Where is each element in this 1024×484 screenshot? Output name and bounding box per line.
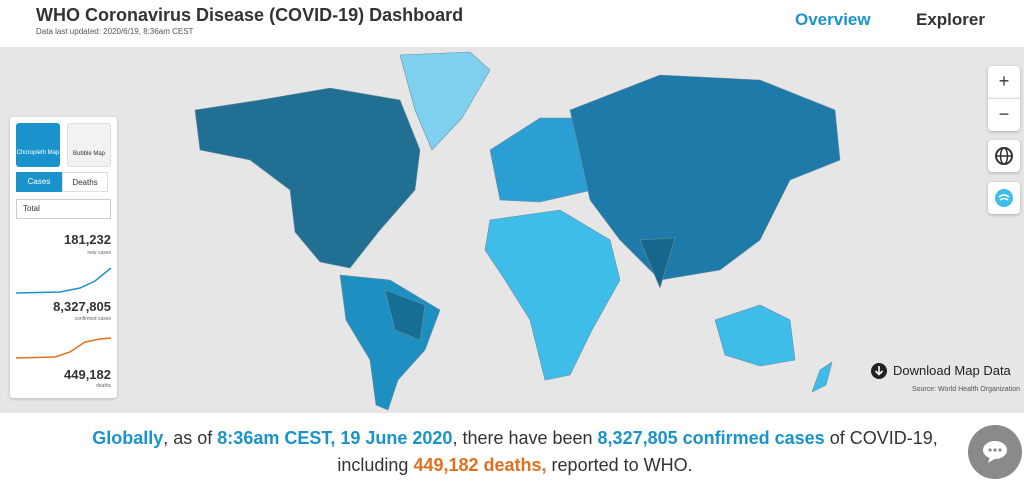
download-link[interactable]: Download Map Data [893,363,1011,378]
filter-select[interactable]: Total [16,199,111,219]
zoom-in[interactable]: + [988,66,1020,98]
updated: Data last updated: 2020/6/19, 8:36am CES… [36,27,194,36]
brazil [384,289,426,341]
map[interactable] [0,47,1024,413]
chat-icon [983,441,1007,463]
summary-text: 449,182 deaths, [413,455,547,475]
summary-text: Globally [92,428,164,448]
nav-explorer[interactable]: Explorer [916,10,985,29]
summary-text: 8,327,805 confirmed cases [597,428,825,448]
layer-icon [995,189,1013,207]
stat-value: 8,327,805 [53,299,111,314]
bubble-button[interactable]: Bubble Map [67,123,111,167]
greenland [399,51,491,151]
map-drawing [194,51,841,411]
stat-label: confirmed cases [74,316,111,322]
globe-button[interactable] [988,140,1020,172]
download-icon[interactable] [870,362,888,380]
stat-label: new cases [87,250,111,256]
nav-overview[interactable]: Overview [795,10,871,29]
summary-text: reported to WHO. [546,455,693,475]
cases-trend [15,267,112,294]
choropleth-button[interactable]: Choropleth Map [16,123,60,167]
deaths-trend [15,337,112,359]
stat-label: deaths [95,383,111,389]
stat-value: 181,232 [64,232,111,247]
deaths-tab[interactable]: Deaths [62,172,108,192]
north-america [194,87,421,269]
summary-text: , as of [163,428,218,448]
summary-text: of COVID-19, including [337,428,938,475]
australia [714,304,796,367]
new-zealand [811,361,833,393]
globe-icon [995,147,1013,165]
africa [484,209,621,381]
cases-tab[interactable]: Cases [16,172,62,192]
stat-value: 449,182 [64,367,111,382]
zoom-out[interactable]: − [988,98,1020,131]
chat-button[interactable] [968,425,1022,479]
summary-text: , there have been [452,428,598,448]
summary-text: 8:36am CEST, 19 June 2020 [217,428,453,448]
side-panel: Choropleth Map Bubble Map Cases Deaths T… [10,117,117,398]
asia [569,74,841,281]
sparklines [15,267,112,359]
layer-button[interactable] [988,182,1020,214]
summary: Globally, as of 8:36am CEST, 19 June 202… [80,425,950,479]
india [639,237,676,289]
source: Source: World Health Organization [911,386,1020,393]
title: WHO Coronavirus Disease (COVID-19) Dashb… [36,5,464,25]
